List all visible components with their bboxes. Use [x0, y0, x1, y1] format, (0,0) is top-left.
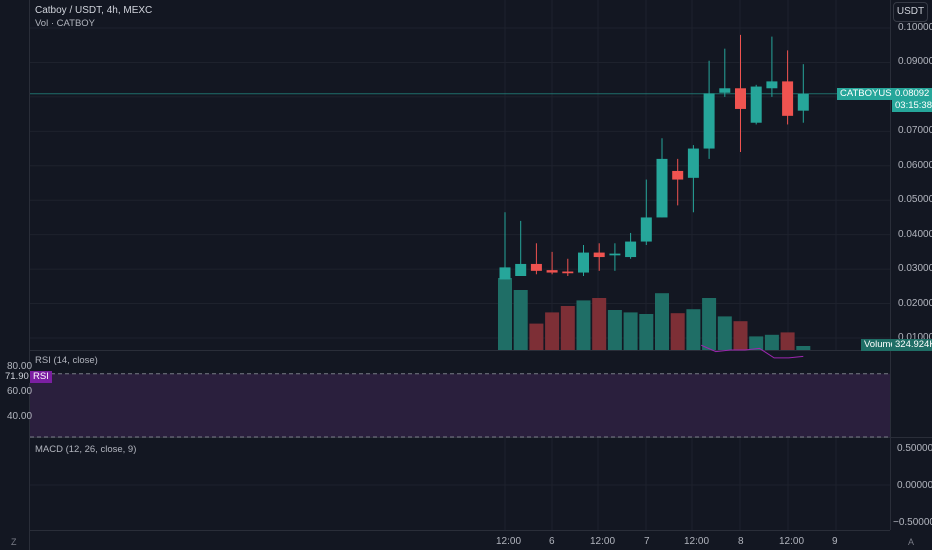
candle-body [625, 241, 637, 258]
chart-title: Catboy / USDT, 4h, MEXC [35, 5, 153, 16]
volume-bar [780, 332, 795, 350]
volume-bar [717, 316, 732, 350]
price-axis-label: 0.02000 [898, 297, 932, 309]
candle-body [593, 252, 605, 258]
volume-legend: Vol · CATBOY [35, 18, 96, 29]
volume-bar [796, 346, 811, 350]
timezone-button[interactable]: Z [11, 537, 17, 547]
candle-body [687, 148, 699, 178]
candle-body [499, 267, 511, 280]
auto-scale-button[interactable]: A [908, 537, 915, 547]
candle-body [782, 81, 794, 116]
price-axis-label: 0.09000 [898, 56, 932, 68]
volume-bar [749, 336, 764, 350]
currency-button[interactable]: USDT [893, 2, 928, 22]
price-scale[interactable] [890, 0, 932, 530]
volume-bar [513, 290, 528, 350]
macd-axis-bottom: −0.50000 [893, 517, 932, 528]
price-axis-label: 0.03000 [898, 263, 932, 275]
volume-bar [702, 298, 717, 350]
volume-bar [655, 293, 669, 350]
candle-body [735, 88, 746, 109]
macd-title: MACD (12, 26, close, 9) [35, 444, 137, 455]
candle-body [640, 217, 652, 242]
candle-body [562, 271, 574, 274]
countdown-tag: 03:15:38 [892, 100, 932, 112]
macd-axis-zero: 0.00000 [897, 480, 932, 491]
rsi-band [30, 373, 890, 437]
rsi-value-tag: 71.90 [3, 371, 31, 383]
candle-body [750, 86, 762, 123]
candle-body [515, 263, 527, 276]
volume-bar [764, 334, 779, 350]
volume-bar [560, 306, 575, 350]
candle-body [546, 270, 558, 273]
rsi-axis-80: 80.00 [7, 361, 33, 372]
volume-bar [498, 278, 512, 350]
rsi-title: RSI (14, close) [35, 355, 98, 366]
rsi-label-tag: RSI [30, 371, 52, 383]
candle-body [656, 158, 668, 218]
time-label: 9 [832, 536, 838, 547]
volume-bar [607, 310, 622, 350]
time-axis[interactable] [30, 530, 890, 550]
volume-bar [670, 313, 685, 350]
volume-bar [639, 314, 654, 350]
candle-body [530, 263, 542, 271]
time-label: 12:00 [684, 536, 710, 547]
candle-body [703, 93, 715, 149]
rsi-axis-40: 40.00 [7, 411, 33, 422]
macd-axis-top: 0.50000 [897, 443, 932, 454]
symbol-tag: CATBOYUSDT [837, 88, 908, 100]
volume-bar [733, 321, 748, 350]
time-label: 7 [644, 536, 650, 547]
price-axis-label: 0.01000 [898, 332, 932, 343]
price-axis-label: 0.07000 [898, 125, 932, 137]
volume-tag-label: Volume [861, 339, 899, 351]
time-label: 12:00 [779, 536, 805, 547]
rsi-axis-60: 60.00 [7, 386, 33, 397]
candle-body [719, 88, 731, 93]
time-label: 8 [738, 536, 744, 547]
time-label: 12:00 [590, 536, 616, 547]
volume-bar [576, 300, 591, 350]
volume-bar [529, 323, 544, 350]
drawing-toolbar-strip [0, 0, 30, 550]
volume-bar [545, 312, 560, 350]
volume-tag-value: 324.924K [892, 339, 932, 351]
volume-bar [592, 298, 607, 350]
time-label: 12:00 [496, 536, 522, 547]
price-axis-label: 0.05000 [898, 194, 932, 206]
last-price-tag: 0.08092 [892, 88, 932, 100]
price-axis-label: 0.04000 [898, 228, 932, 240]
candle-body [672, 170, 684, 180]
candle-body [797, 93, 809, 111]
volume-bar [686, 309, 701, 350]
time-label: 6 [549, 536, 555, 547]
pane-separator-rsi[interactable] [30, 350, 932, 351]
candle-body [609, 253, 621, 256]
candle-body [766, 81, 778, 89]
rsi-line [701, 344, 804, 359]
volume-bar [623, 312, 638, 350]
candle-body [578, 252, 589, 273]
price-axis-label: 0.10000 [898, 22, 932, 33]
price-axis-label: 0.06000 [898, 159, 932, 171]
